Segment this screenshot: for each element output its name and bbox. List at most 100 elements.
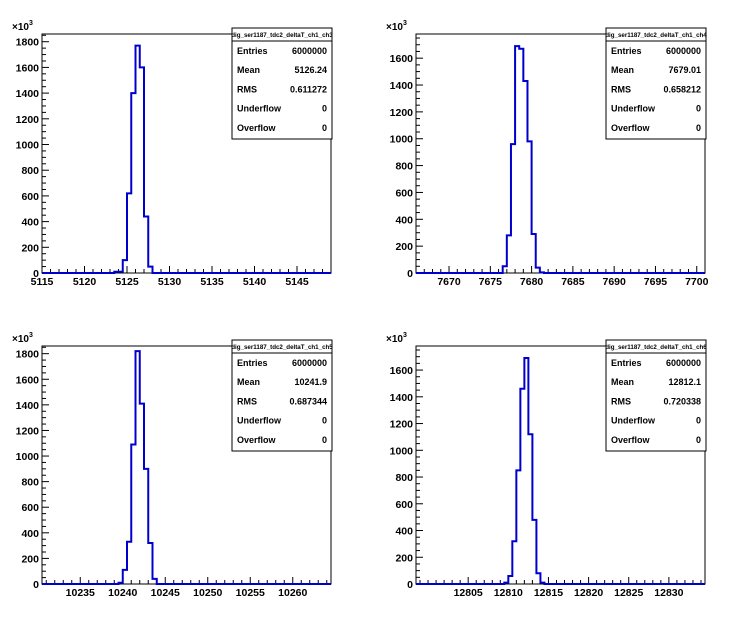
y-tick-label: 200 <box>21 242 39 254</box>
histogram-panel-3: 10235 10240 10245 10250 10255 10260 0 200 400 600… <box>12 332 333 599</box>
y-tick-label: 1800 <box>16 37 40 49</box>
stat-label: Mean <box>611 377 634 387</box>
x-tick-label: 12805 <box>454 587 483 599</box>
stats-box-frame <box>605 27 707 140</box>
x-tick-label: 7685 <box>561 276 585 288</box>
stat-value: 0.611272 <box>290 84 327 94</box>
stat-label: Underflow <box>237 416 282 426</box>
x-tick-label: 5145 <box>285 276 309 288</box>
histogram-series <box>416 357 705 585</box>
y-tick-label: 200 <box>395 552 413 564</box>
x-tick-label: 10235 <box>66 587 95 599</box>
y-tick-label: 200 <box>21 553 39 565</box>
stat-label: Entries <box>237 46 268 56</box>
y-tick-label: 1000 <box>390 134 414 146</box>
stat-label: Underflow <box>611 416 656 426</box>
stat-label: Overflow <box>611 123 651 133</box>
stat-label: Mean <box>237 377 260 387</box>
stat-value: 0 <box>696 435 701 445</box>
x-tick-label: 12810 <box>494 587 523 599</box>
y-tick-label: 1000 <box>16 451 40 463</box>
stat-value: 0 <box>696 123 701 133</box>
y-tick-label: 1400 <box>390 392 414 404</box>
x-tick-label: 10240 <box>108 587 137 599</box>
y-tick-label: 600 <box>395 187 413 199</box>
histogram-panel-1: 5115 5120 5125 5130 5135 5140 5145 0 200 400 600 80… <box>12 20 333 288</box>
y-tick-label: 1600 <box>16 374 40 386</box>
histogram-title: dig_ser1187_tdc2_deltaT_ch1_ch6 <box>605 344 707 351</box>
x-tick-label: 5135 <box>200 276 224 288</box>
y-tick-label: 1400 <box>16 400 40 412</box>
stat-value: 0.687344 <box>289 396 327 406</box>
y-multiplier: ×103 <box>12 20 33 33</box>
stats-box: dig_ser1187_tdc2_deltaT_ch1_ch6 Entries 60… <box>605 339 707 452</box>
y-tick-label: 1600 <box>16 62 40 74</box>
x-tick-label: 7690 <box>602 276 626 288</box>
x-tick-label: 12825 <box>614 587 643 599</box>
y-tick-label: 1600 <box>390 365 414 377</box>
y-tick-label: 600 <box>395 499 413 511</box>
histogram-series <box>42 350 331 585</box>
stat-label: RMS <box>237 84 257 94</box>
y-tick-label: 600 <box>21 502 39 514</box>
y-tick-label: 1000 <box>16 140 40 152</box>
x-tick-label: 7680 <box>520 276 544 288</box>
y-tick-label: 0 <box>33 579 39 591</box>
x-tick-label: 7670 <box>437 276 461 288</box>
stat-value: 12812.1 <box>668 377 701 387</box>
stat-value: 0 <box>322 104 327 114</box>
y-multiplier: ×103 <box>386 332 407 345</box>
stat-label: Overflow <box>611 435 651 445</box>
y-tick-label: 0 <box>33 268 39 280</box>
stat-value: 7679.01 <box>668 65 701 75</box>
stat-value: 6000000 <box>292 358 327 368</box>
x-tick-label: 7675 <box>479 276 503 288</box>
y-tick-label: 800 <box>21 477 39 489</box>
histogram-bin <box>519 49 523 273</box>
histogram-panel-2: 7670 7675 7680 7685 7690 7695 7700 0 200 400 600 80… <box>386 20 709 288</box>
y-tick-label: 800 <box>395 472 413 484</box>
histogram-title: dig_ser1187_tdc2_deltaT_ch1_ch4 <box>605 32 707 39</box>
y-tick-label: 1200 <box>390 419 414 431</box>
stat-label: Overflow <box>237 435 277 445</box>
y-tick-label: 0 <box>407 579 413 591</box>
stats-box-frame <box>231 27 333 140</box>
histogram-title: dig_ser1187_tdc2_deltaT_ch1_ch3 <box>231 32 333 39</box>
y-tick-label: 1200 <box>390 107 414 119</box>
stat-value: 0 <box>322 416 327 426</box>
stats-box-frame <box>605 339 707 452</box>
y-tick-label: 1400 <box>16 88 40 100</box>
histogram-title: dig_ser1187_tdc2_deltaT_ch1_ch5 <box>231 344 333 351</box>
stat-value: 0.720338 <box>663 396 701 406</box>
y-tick-label: 800 <box>395 161 413 173</box>
stat-value: 0 <box>322 435 327 445</box>
stat-value: 0 <box>696 416 701 426</box>
x-tick-label: 10260 <box>278 587 307 599</box>
stat-label: Entries <box>611 358 642 368</box>
x-tick-label: 5115 <box>31 276 54 288</box>
histogram-series <box>42 44 331 274</box>
y-tick-label: 1000 <box>390 445 414 457</box>
y-tick-label: 1400 <box>390 80 414 92</box>
stat-value: 0 <box>696 104 701 114</box>
stat-value: 0 <box>322 123 327 133</box>
y-tick-label: 400 <box>21 528 39 540</box>
y-tick-label: 1800 <box>16 349 40 361</box>
stat-label: Mean <box>611 65 634 75</box>
y-tick-label: 400 <box>21 217 39 229</box>
x-tick-label: 7695 <box>644 276 668 288</box>
stat-value: 10241.9 <box>294 377 327 387</box>
histogram-panel-4: 12805 12810 12815 12820 12825 12830 0 200 400 600… <box>386 332 707 599</box>
y-tick-label: 0 <box>407 268 413 280</box>
stat-value: 6000000 <box>666 46 701 56</box>
x-tick-label: 5140 <box>243 276 267 288</box>
y-multiplier: ×103 <box>12 332 33 345</box>
stat-label: RMS <box>611 84 631 94</box>
x-tick-label: 10250 <box>193 587 222 599</box>
stat-label: Entries <box>611 46 642 56</box>
y-tick-label: 1200 <box>16 114 40 126</box>
y-tick-label: 1600 <box>390 53 414 65</box>
y-tick-label: 200 <box>395 241 413 253</box>
stat-value: 6000000 <box>666 358 701 368</box>
